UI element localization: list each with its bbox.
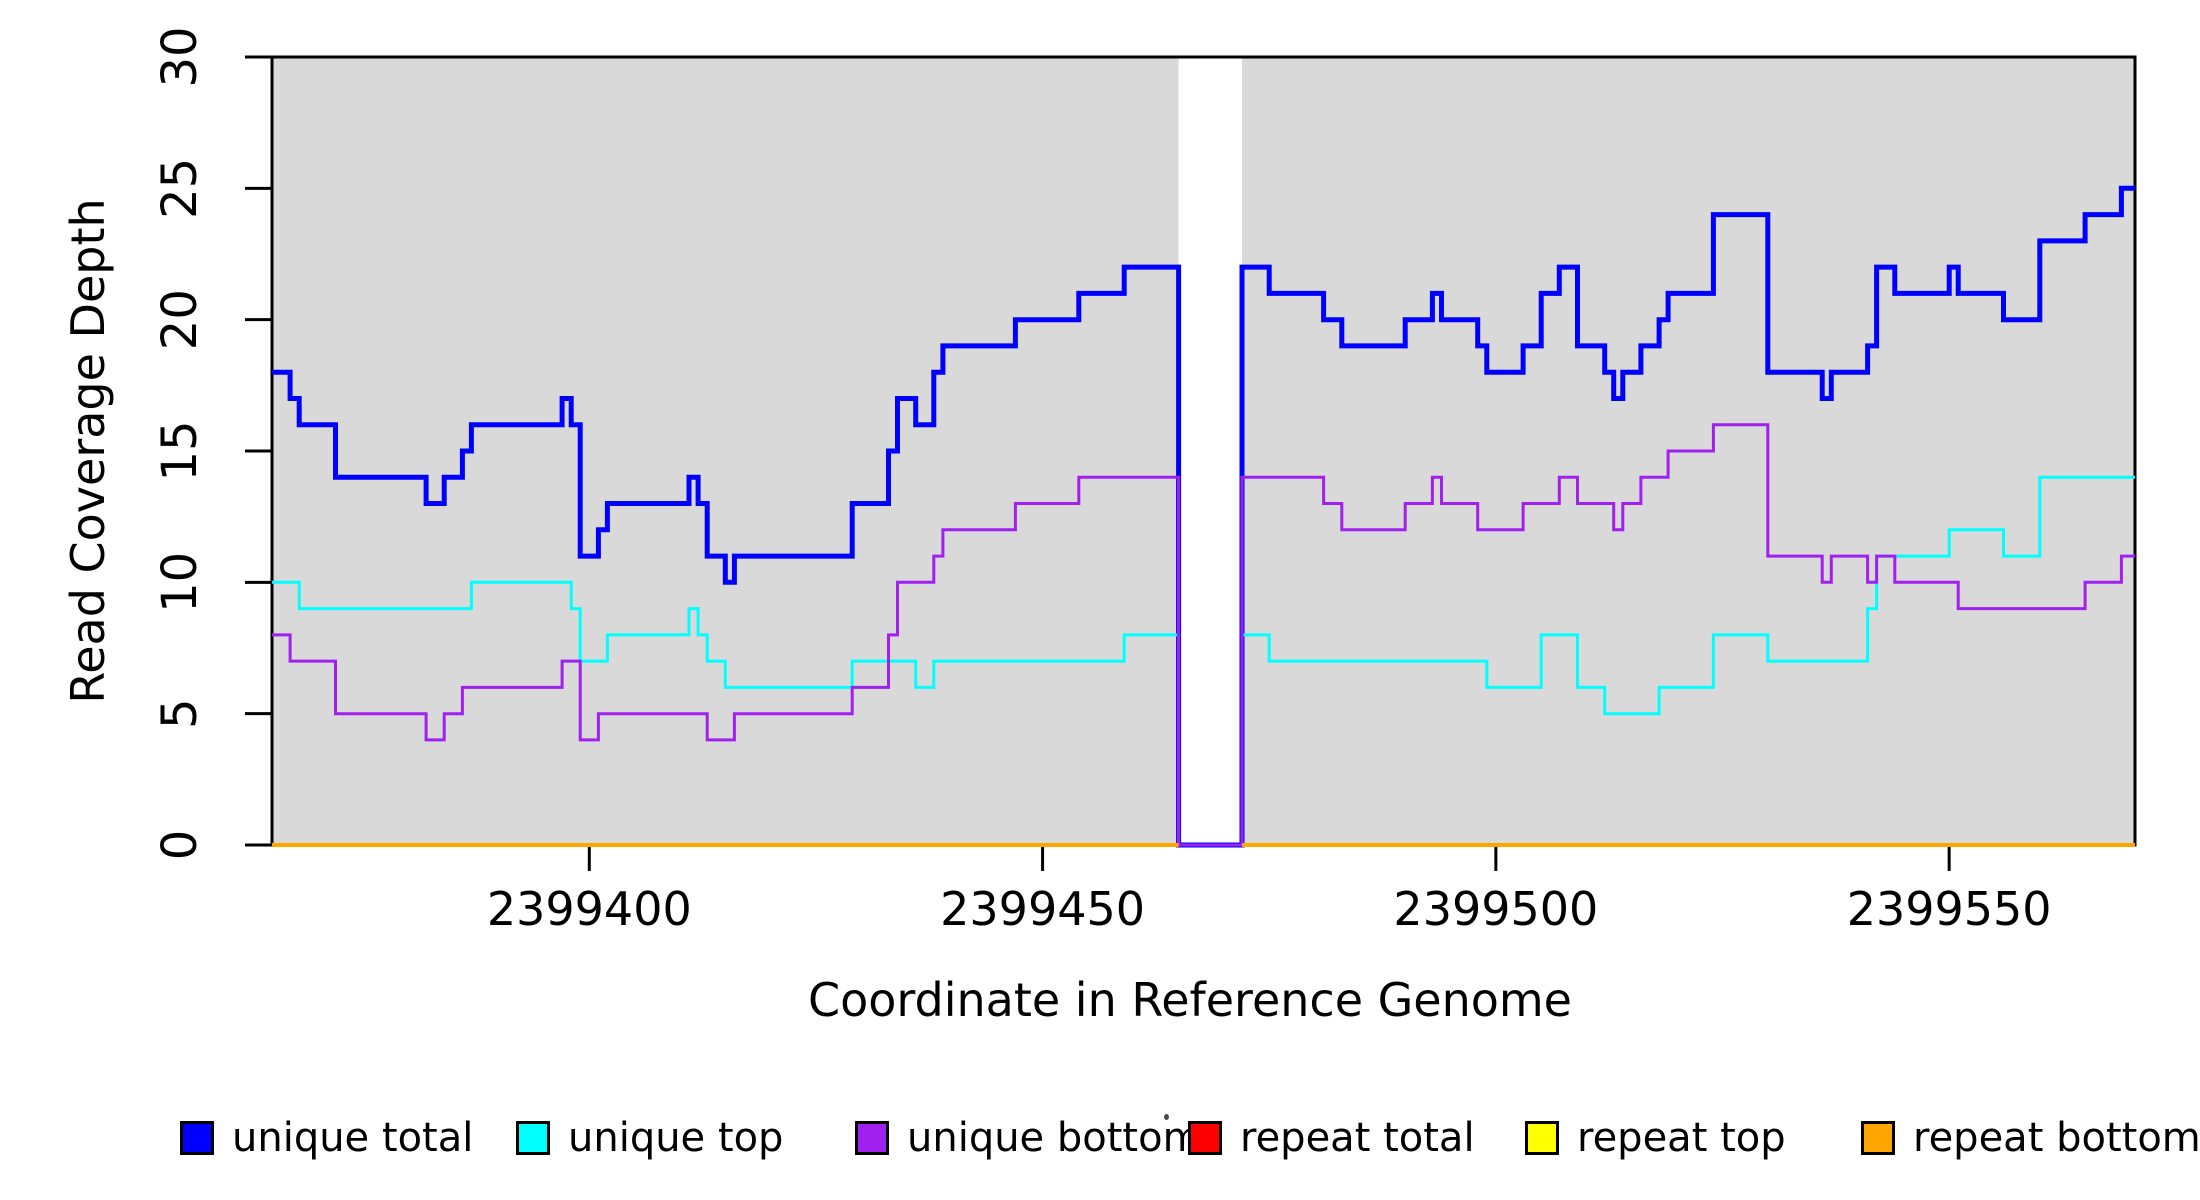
legend-entry-unique-bottom: unique bottom — [855, 1108, 1202, 1168]
series-line-unique-total — [272, 185, 2135, 848]
unique-top-swatch-icon — [516, 1121, 550, 1155]
x-axis-title: Coordinate in Reference Genome — [808, 973, 1572, 1027]
y-tick-label: 0 — [152, 830, 208, 861]
y-tick-label: 10 — [152, 552, 208, 613]
unique-total-swatch-icon — [180, 1121, 214, 1155]
repeat-bottom-swatch-icon — [1861, 1121, 1895, 1155]
legend-entry-unique-top: unique top — [516, 1108, 783, 1168]
repeat-top-swatch-icon — [1525, 1121, 1559, 1155]
x-tick-label: 2399550 — [1847, 882, 2052, 936]
y-tick-label: 20 — [152, 289, 208, 350]
legend-entry-repeat-top: repeat top — [1525, 1108, 1786, 1168]
plot-background-left — [272, 57, 1179, 845]
legend-entry-repeat-total: repeat total — [1188, 1108, 1475, 1168]
coverage-gap-band — [1178, 57, 1243, 845]
legend-entry-unique-total: unique total — [180, 1108, 473, 1168]
coverage-plot-canvas: 0 5 10 15 20 25 30 2399400 2399450 2399500 2399550 — [152, 26, 2137, 936]
x-tick-label: 2399450 — [940, 882, 1145, 936]
y-tick-label: 25 — [152, 158, 208, 219]
y-axis-title: Read Coverage Depth — [61, 198, 115, 704]
legend-entry-repeat-bottom: repeat bottom — [1861, 1108, 2200, 1168]
repeat-total-swatch-icon — [1188, 1121, 1222, 1155]
x-tick-label: 2399400 — [487, 882, 692, 936]
legend-label: unique bottom — [907, 1115, 1202, 1161]
series-line-unique-bottom — [272, 423, 2135, 847]
plot-legend: unique total unique top unique bottom re… — [0, 1108, 2200, 1168]
y-tick-label: 5 — [152, 698, 208, 729]
legend-label: repeat total — [1240, 1115, 1475, 1161]
stray-dot-mark — [1164, 1114, 1169, 1120]
legend-label: repeat bottom — [1913, 1115, 2200, 1161]
legend-label: repeat top — [1577, 1115, 1786, 1161]
x-tick-label: 2399500 — [1393, 882, 1598, 936]
y-tick-label: 15 — [152, 420, 208, 481]
y-tick-label: 30 — [152, 26, 208, 87]
unique-bottom-swatch-icon — [855, 1121, 889, 1155]
legend-label: unique total — [232, 1115, 474, 1161]
legend-label: unique top — [568, 1115, 784, 1161]
